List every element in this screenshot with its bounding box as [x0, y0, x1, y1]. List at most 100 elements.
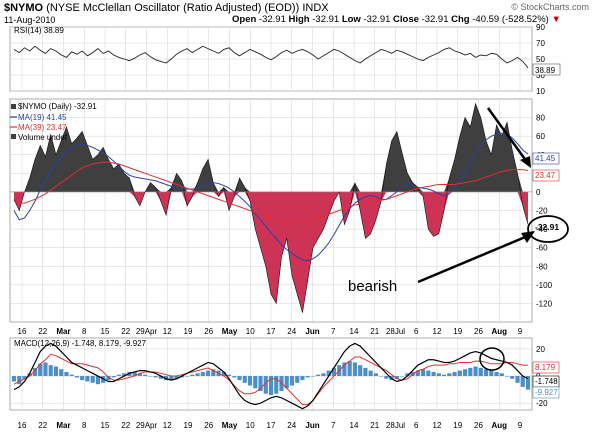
date-label: 11-Aug-2010: [4, 15, 56, 25]
x-tick-label: 19: [453, 327, 462, 336]
symbol-name: (NYSE McClellan Oscillator (Ratio Adjust…: [46, 2, 300, 14]
x-tick-label: Mar: [56, 327, 70, 336]
macd-histogram-bar: [127, 371, 132, 377]
ma39-last-label: 23.47: [535, 171, 556, 180]
y-tick-label: 90: [536, 23, 545, 32]
close-value: -32.91: [421, 14, 449, 25]
macd-histogram-bar: [442, 374, 447, 377]
macd-histogram-bar: [153, 376, 158, 378]
x-tick-label: 9: [518, 421, 523, 430]
macd-histogram-bar: [211, 369, 216, 377]
y-tick-label: -40: [536, 225, 548, 234]
macd-histogram-bar: [148, 376, 153, 377]
macd-histogram-bar: [143, 374, 148, 377]
macd-histogram-bar: [85, 376, 90, 382]
x-tick-label: 14: [350, 421, 359, 430]
x-tick-label: 19: [184, 327, 193, 336]
macd-histogram-bar: [274, 376, 279, 394]
y-tick-label: -20: [536, 207, 548, 216]
x-tick-label: 10: [246, 421, 255, 430]
y-tick-label: -100: [536, 281, 553, 290]
macd-histogram-bar: [426, 370, 431, 377]
down-arrow-icon: ▼: [551, 14, 561, 25]
macd-histogram-bar: [258, 376, 263, 391]
macd-histogram-bar: [137, 373, 142, 377]
arrow-head-icon: [521, 231, 535, 243]
macd-histogram-bar: [410, 371, 415, 377]
x-tick-label: 29Apr: [136, 421, 158, 430]
macd-histogram-bar: [473, 366, 478, 377]
macd-histogram-bar: [289, 376, 295, 386]
rsi-legend: RSI(14) 38.89: [14, 26, 64, 35]
x-tick-label: 12: [163, 421, 172, 430]
x-tick-label: 17: [267, 421, 276, 430]
macd-line: [13, 342, 529, 410]
macd-histogram-bar: [59, 369, 64, 377]
macd-histogram-bar: [436, 373, 441, 377]
x-tick-label: Aug: [491, 327, 507, 336]
x-tick-label: 16: [18, 327, 27, 336]
x-tick-label: Aug: [491, 421, 507, 430]
y-tick-label: -60: [536, 244, 548, 253]
macd-histogram-bar: [22, 376, 27, 379]
macd-histogram-bar: [421, 369, 426, 377]
macd-histogram-bar: [457, 370, 462, 377]
macd-histogram-bar: [11, 376, 17, 382]
x-tick-label: 24: [287, 327, 296, 336]
macd-histogram-bar: [195, 373, 200, 377]
nymo-positive-area: [14, 103, 528, 192]
macd-histogram-bar: [174, 376, 179, 379]
macd-histogram-bar: [373, 373, 378, 377]
macd-histogram-bar: [190, 374, 195, 377]
macd-histogram-bar: [90, 376, 95, 383]
macd-histogram-bar: [179, 376, 184, 378]
macd-histogram-bar: [69, 374, 74, 377]
y-tick-label: 50: [536, 55, 545, 64]
x-tick-label: 19: [184, 421, 193, 430]
y-tick-label: -20: [536, 399, 548, 408]
x-tick-label: 12: [433, 327, 442, 336]
x-tick-label: 26: [474, 421, 483, 430]
x-tick-label: 7: [331, 327, 336, 336]
x-tick-label: 15: [101, 421, 110, 430]
y-tick-label: 10: [536, 87, 545, 96]
macd-panel: [11, 342, 531, 410]
x-tick-label: 28Jul: [386, 421, 405, 430]
x-tick-label: 6: [414, 421, 419, 430]
macd-histogram-bar: [32, 367, 38, 377]
crossover-circle: [479, 347, 505, 371]
y-tick-label: 60: [536, 132, 545, 141]
nymo-negative-area: [14, 191, 528, 313]
macd-histogram-bar: [478, 367, 483, 377]
macd-histogram-bar: [321, 373, 326, 377]
high-value: -32.91: [312, 14, 340, 25]
x-tick-label: 26: [474, 327, 483, 336]
y-tick-label: 0: [536, 188, 541, 197]
macd-histogram-bar: [384, 376, 389, 379]
macd-histogram-bar: [263, 376, 268, 394]
macd-histogram-bar: [347, 361, 352, 377]
macd-histogram-bar: [48, 365, 53, 377]
macd-histogram-bar: [358, 365, 363, 377]
macd-histogram-bar: [305, 376, 310, 378]
axes: 16 16 22 22 Mar Mar 8 8 15 15 22 22 29Apr 29Apr 12 12 19…: [18, 23, 553, 430]
macd-histogram-bar: [510, 376, 515, 379]
x-tick-label: Jun: [305, 421, 319, 430]
macd-histogram-bar: [169, 376, 174, 381]
macd-histogram-bar: [331, 367, 337, 377]
macd-histogram-bar: [342, 362, 347, 377]
signal-last-label: 8.179: [535, 363, 556, 372]
signal-line: [13, 353, 528, 406]
open-value: -32.91: [258, 14, 286, 25]
symbol-label: $NYMO: [4, 2, 44, 14]
macd-histogram-bar: [468, 367, 473, 377]
x-tick-label: 10: [246, 327, 255, 336]
x-tick-label: 22: [38, 327, 47, 336]
macd-histogram-bar: [185, 376, 190, 377]
chart-header-title: $NYMO (NYSE McClellan Oscillator (Ratio …: [4, 2, 329, 14]
macd-last-label: -1.748: [535, 377, 558, 386]
x-tick-label: 22: [38, 421, 47, 430]
macd-histogram-bar: [43, 362, 48, 377]
ma19-line: [13, 132, 529, 262]
macd-histogram-bar: [242, 376, 247, 383]
